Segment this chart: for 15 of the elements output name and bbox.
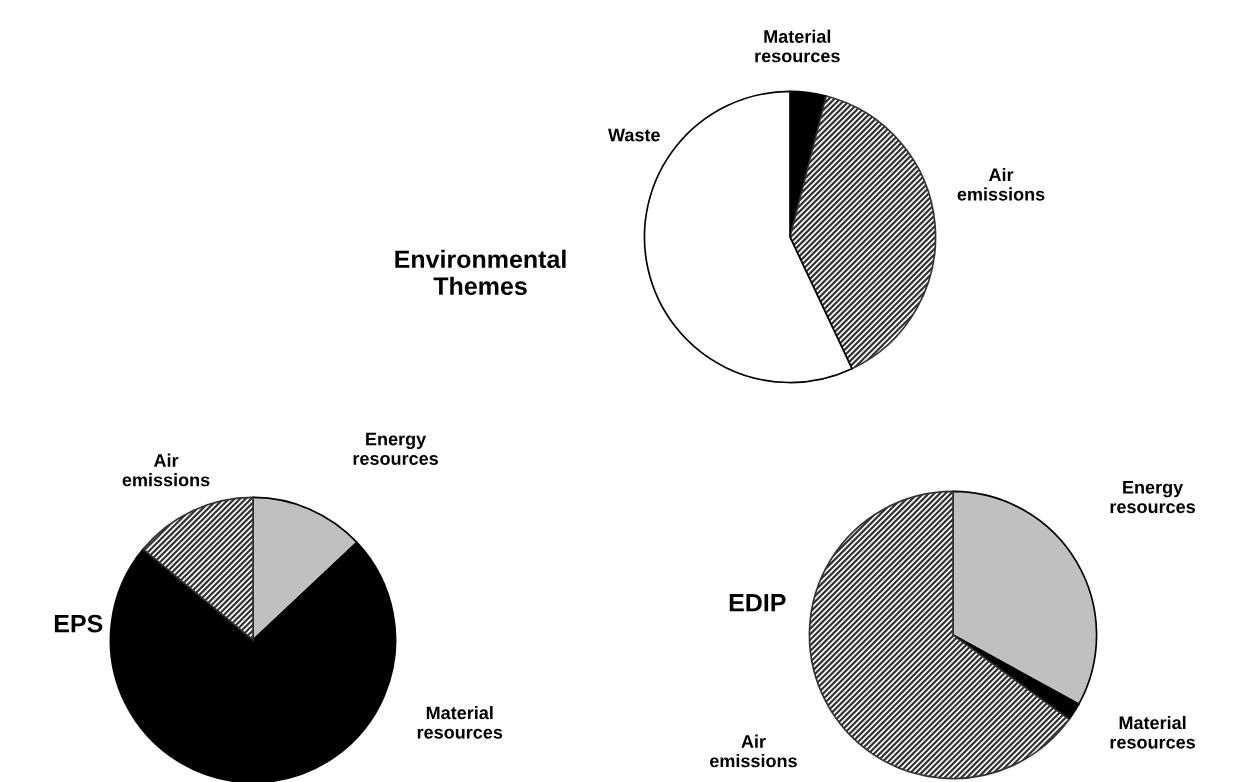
slice-label: Energy resources [353, 432, 438, 465]
slice-label: Air emissions [710, 734, 797, 768]
slice-label: Energy resources [1110, 481, 1195, 514]
slice-label: Waste [608, 128, 660, 142]
slice-label: Air emissions [122, 453, 210, 487]
text: EDIP [729, 594, 786, 612]
slice-label: Material resources [1110, 715, 1195, 749]
pie-slice [808, 490, 1070, 780]
text: Environmental Themes [395, 249, 566, 296]
slice-label: Material resources [417, 705, 503, 739]
slice-label: Material resources [755, 29, 840, 63]
slice-label: Air emissions [957, 167, 1045, 201]
pie-slice [142, 496, 254, 641]
text: EPS [54, 614, 103, 633]
pie-slice [789, 95, 937, 370]
